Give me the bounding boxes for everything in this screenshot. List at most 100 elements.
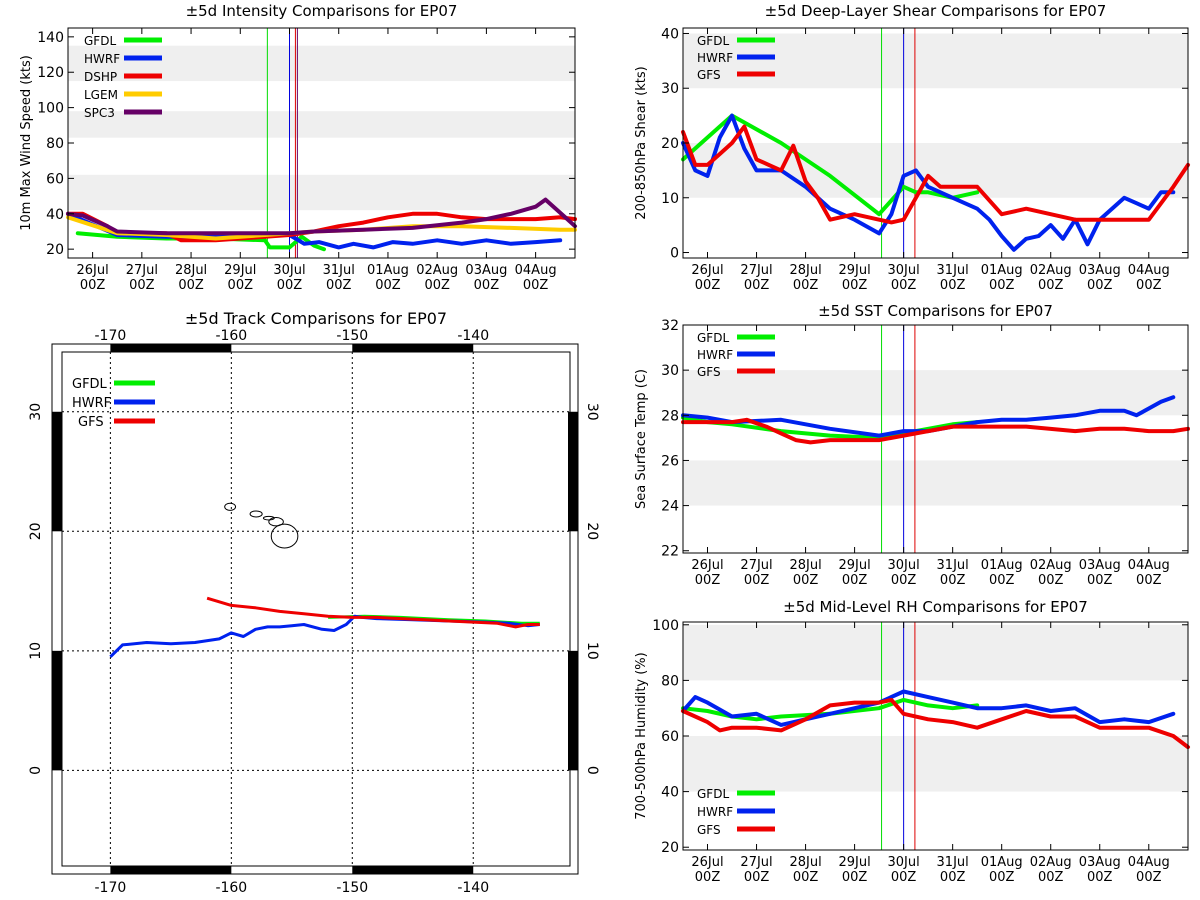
x-tick-label-day: 03Aug <box>1079 855 1121 870</box>
map-inner-frame <box>61 351 571 867</box>
x-tick-label-hour: 00Z <box>891 573 917 588</box>
x-tick-label-day: 04Aug <box>1128 263 1170 278</box>
x-tick-label-day: 01Aug <box>981 855 1023 870</box>
series-line-gfdl <box>681 113 980 217</box>
x-tick-label-day: 27Jul <box>740 558 772 573</box>
x-tick-label-hour: 00Z <box>744 278 770 293</box>
x-tick-label-hour: 00Z <box>1038 870 1064 885</box>
x-tick-label-day: 28Jul <box>175 263 207 278</box>
x-tick-label-hour: 00Z <box>80 278 106 293</box>
shaded-band <box>683 33 1188 89</box>
legend-label: GFS <box>697 365 721 379</box>
map-edge-segment <box>110 866 232 874</box>
x-tick-label-day: 31Jul <box>323 263 355 278</box>
latitude-label-left: 30 <box>28 403 44 421</box>
x-tick-label-hour: 00Z <box>1087 278 1113 293</box>
chart-title: ±5d Intensity Comparisons for EP07 <box>186 2 458 20</box>
y-tick-label: 32 <box>661 318 679 334</box>
longitude-label-bottom: -150 <box>336 880 368 896</box>
shaded-band <box>683 370 1188 416</box>
latitude-label-right: 30 <box>584 403 600 421</box>
latitude-label-right: 20 <box>584 522 600 540</box>
x-tick-label-hour: 00Z <box>842 573 868 588</box>
legend-label: GFDL <box>84 34 116 48</box>
island-outline <box>268 517 284 527</box>
x-tick-label-day: 30Jul <box>888 855 920 870</box>
legend-label: HWRF <box>697 51 733 65</box>
x-tick-label-hour: 00Z <box>989 870 1015 885</box>
x-tick-label-day: 02Aug <box>416 263 458 278</box>
latitude-label-right: 10 <box>584 642 600 660</box>
legend-label: LGEM <box>84 88 118 102</box>
shaded-band <box>683 624 1188 681</box>
y-tick-label: 20 <box>661 136 679 152</box>
x-tick-label-hour: 00Z <box>424 278 450 293</box>
x-tick-label-hour: 00Z <box>695 278 721 293</box>
longitude-label-bottom: -170 <box>94 880 126 896</box>
x-tick-label-day: 29Jul <box>838 558 870 573</box>
legend-label: GFDL <box>697 787 729 801</box>
latitude-label-right: 0 <box>584 766 600 775</box>
panel-rh: 2040608010026Jul00Z27Jul00Z28Jul00Z29Jul… <box>634 598 1190 885</box>
y-axis-label: 200-850hPa Shear (kts) <box>634 66 649 219</box>
y-tick-label: 24 <box>661 499 679 515</box>
series-line-gfs <box>681 417 1190 445</box>
y-tick-label: 40 <box>661 26 679 42</box>
map-edge-segment <box>568 650 578 771</box>
x-tick-label-hour: 00Z <box>695 573 721 588</box>
y-tick-label: 140 <box>37 30 64 46</box>
y-tick-label: 100 <box>37 101 64 117</box>
x-tick-label-day: 29Jul <box>838 263 870 278</box>
legend-label: SPC3 <box>84 106 115 120</box>
y-tick-label: 22 <box>661 544 679 560</box>
x-tick-label-day: 01Aug <box>981 558 1023 573</box>
x-tick-label-hour: 00Z <box>793 278 819 293</box>
x-tick-label-hour: 00Z <box>695 870 721 885</box>
x-tick-label-hour: 00Z <box>1038 278 1064 293</box>
shaded-band <box>683 736 1188 792</box>
x-tick-label-day: 28Jul <box>789 558 821 573</box>
shaded-band <box>68 111 575 138</box>
legend-label: HWRF <box>72 396 111 411</box>
longitude-label-top: -170 <box>94 328 126 344</box>
y-tick-label: 28 <box>661 408 679 424</box>
x-tick-label-day: 30Jul <box>273 263 305 278</box>
x-tick-label-hour: 00Z <box>523 278 549 293</box>
shaded-band <box>68 174 575 211</box>
panel-sst: 22242628303226Jul00Z27Jul00Z28Jul00Z29Ju… <box>634 302 1190 588</box>
x-tick-label-hour: 00Z <box>1087 573 1113 588</box>
island-outline <box>249 510 263 518</box>
x-tick-label-hour: 00Z <box>744 870 770 885</box>
series-line-spc3 <box>66 197 577 236</box>
longitude-label-bottom: -140 <box>457 880 489 896</box>
x-tick-label-hour: 00Z <box>842 278 868 293</box>
legend-label: GFDL <box>72 377 108 392</box>
x-tick-label-day: 04Aug <box>1128 558 1170 573</box>
longitude-label-top: -150 <box>336 328 368 344</box>
x-tick-label-day: 31Jul <box>937 558 969 573</box>
y-axis-label: 10m Max Wind Speed (kts) <box>19 55 34 231</box>
y-tick-label: 0 <box>670 246 679 262</box>
x-tick-label-day: 01Aug <box>367 263 409 278</box>
x-tick-label-day: 31Jul <box>937 263 969 278</box>
x-tick-label-hour: 00Z <box>1136 278 1162 293</box>
latitude-label-left: 0 <box>28 766 44 775</box>
x-tick-label-day: 02Aug <box>1030 263 1072 278</box>
latitude-label-left: 10 <box>28 642 44 660</box>
x-tick-label-day: 30Jul <box>888 263 920 278</box>
longitude-label-top: -160 <box>215 328 247 344</box>
x-tick-label-day: 28Jul <box>789 263 821 278</box>
x-tick-label-hour: 00Z <box>940 573 966 588</box>
y-tick-label: 20 <box>46 242 64 258</box>
x-tick-label-day: 03Aug <box>1079 558 1121 573</box>
map-edge-segment <box>110 344 232 352</box>
y-tick-label: 26 <box>661 453 679 469</box>
series-line-gfs <box>681 124 1190 225</box>
x-tick-label-day: 04Aug <box>1128 855 1170 870</box>
island-outline <box>270 523 299 549</box>
x-tick-label-day: 26Jul <box>691 263 723 278</box>
legend-label: DSHP <box>84 70 117 84</box>
map-edge-segment <box>52 411 62 532</box>
x-tick-label-hour: 00Z <box>178 278 204 293</box>
x-tick-label-hour: 00Z <box>1136 573 1162 588</box>
